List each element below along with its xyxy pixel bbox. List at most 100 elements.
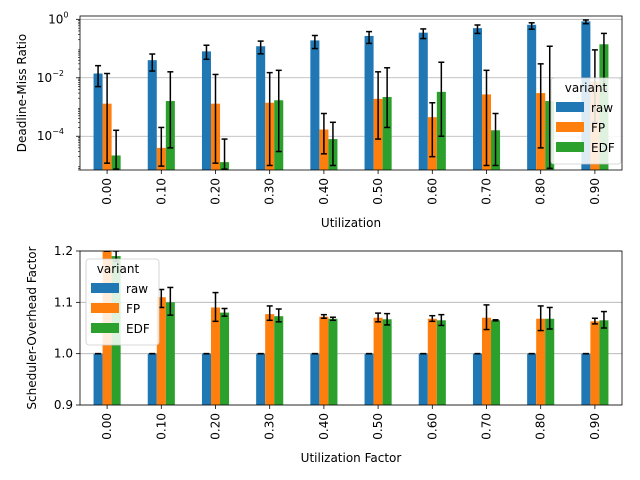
bar-edf-0.70 bbox=[491, 320, 501, 405]
x-tick-label: 0.20 bbox=[209, 178, 223, 205]
error-bar-edf-0.80 bbox=[546, 306, 553, 330]
x-tick-label: 0.30 bbox=[263, 178, 277, 205]
error-bar-raw-0.60 bbox=[420, 28, 427, 40]
error-bar-raw-0.30 bbox=[257, 40, 264, 55]
bar-edf-0.50 bbox=[382, 97, 392, 170]
error-bar-fp-0.30 bbox=[266, 71, 273, 167]
x-tick-label: 0.90 bbox=[588, 413, 602, 440]
x-tick-label: 0.20 bbox=[209, 413, 223, 440]
legend-label-raw: raw bbox=[591, 101, 613, 115]
legend-swatch-raw bbox=[91, 283, 119, 293]
error-bar-fp-0.50 bbox=[375, 312, 382, 323]
y-tick-label: 10−2 bbox=[37, 69, 64, 85]
error-bar-fp-0.10 bbox=[158, 126, 165, 167]
deadline-miss-ratio-chart: Deadline-Miss Ratio Utilization 10−4 10−2… bbox=[15, 10, 623, 230]
x-tick-label: 0.70 bbox=[480, 178, 494, 205]
legend-label-edf: EDF bbox=[591, 141, 615, 155]
x-tick-label: 0.50 bbox=[371, 178, 385, 205]
error-bar-fp-0.80 bbox=[537, 63, 544, 149]
error-bar-raw-0.20 bbox=[203, 44, 210, 61]
x-tick-label: 0.10 bbox=[154, 413, 168, 440]
x-tick-label: 0.60 bbox=[425, 413, 439, 440]
bar-fp-0.60 bbox=[427, 318, 437, 405]
bar-raw-0.40 bbox=[310, 40, 320, 170]
bar-edf-0.30 bbox=[274, 316, 284, 405]
x-tick-label: 0.80 bbox=[534, 178, 548, 205]
bar-fp-0.20 bbox=[210, 307, 221, 405]
legend-label-raw: raw bbox=[126, 282, 148, 296]
y-tick-label: 1.0 bbox=[54, 347, 73, 361]
error-bar-fp-0.90 bbox=[591, 317, 598, 325]
bar-raw-0.70 bbox=[472, 353, 482, 405]
error-bar-edf-0.70 bbox=[492, 319, 499, 322]
bar-raw-0.30 bbox=[256, 46, 266, 170]
error-bar-edf-0.60 bbox=[438, 61, 445, 137]
bar-raw-0.80 bbox=[527, 353, 537, 405]
error-bar-raw-0.70 bbox=[474, 24, 481, 35]
legend-label-fp: FP bbox=[591, 121, 605, 135]
bar-raw-0.50 bbox=[364, 35, 374, 170]
bar-fp-0.10 bbox=[156, 297, 166, 405]
error-bar-raw-0.90 bbox=[582, 19, 589, 25]
y-tick-label: 100 bbox=[48, 10, 68, 26]
bar-raw-0.50 bbox=[364, 353, 374, 405]
x-tick-label: 0.40 bbox=[317, 413, 331, 440]
error-bar-raw-0.00 bbox=[95, 64, 102, 88]
bar-raw-0.70 bbox=[472, 28, 482, 170]
x-axis-title: Utilization Factor bbox=[301, 451, 402, 465]
bar-raw-0.60 bbox=[418, 32, 428, 170]
bar-fp-0.50 bbox=[373, 317, 383, 405]
bar-edf-0.60 bbox=[436, 320, 446, 405]
bar-edf-0.40 bbox=[328, 318, 338, 405]
error-bar-edf-0.60 bbox=[438, 313, 445, 327]
legend-title: variant bbox=[565, 81, 608, 95]
plot-area bbox=[93, 19, 609, 170]
bar-raw-0.40 bbox=[310, 353, 320, 405]
error-bar-edf-0.80 bbox=[546, 45, 553, 170]
error-bar-edf-0.30 bbox=[275, 69, 282, 153]
bar-fp-0.30 bbox=[265, 314, 275, 405]
error-bar-fp-0.40 bbox=[320, 313, 327, 319]
x-tick-label: 0.00 bbox=[100, 413, 114, 440]
error-bar-fp-0.20 bbox=[212, 291, 219, 323]
bar-raw-0.80 bbox=[527, 24, 537, 170]
y-axis-title: Deadline-Miss Ratio bbox=[15, 34, 29, 152]
bar-fp-0.80 bbox=[536, 318, 546, 405]
bar-raw-0.10 bbox=[147, 60, 157, 170]
error-bar-raw-0.10 bbox=[149, 53, 156, 72]
legend-title: variant bbox=[97, 262, 140, 276]
y-tick-label: 0.9 bbox=[54, 398, 73, 412]
x-tick-label: 0.10 bbox=[154, 178, 168, 205]
error-bar-fp-0.70 bbox=[483, 304, 490, 331]
bar-raw-0.60 bbox=[418, 353, 428, 405]
error-bar-edf-0.90 bbox=[600, 310, 607, 329]
error-bar-fp-0.60 bbox=[429, 101, 436, 158]
legend-swatch-edf bbox=[91, 323, 119, 333]
error-bar-edf-0.30 bbox=[275, 308, 282, 323]
bar-fp-0.90 bbox=[590, 321, 600, 405]
bar-fp-0.70 bbox=[481, 317, 492, 405]
bar-raw-0.10 bbox=[147, 353, 157, 405]
bar-raw-0.90 bbox=[581, 353, 591, 405]
x-tick-label: 0.70 bbox=[480, 413, 494, 440]
plot-area bbox=[93, 251, 609, 405]
error-bar-fp-0.80 bbox=[537, 305, 544, 332]
error-bar-raw-0.40 bbox=[311, 34, 318, 50]
bar-raw-0.20 bbox=[201, 353, 211, 405]
axes-frame bbox=[79, 250, 623, 406]
legend-label-edf: EDF bbox=[126, 322, 150, 336]
error-bar-edf-0.50 bbox=[384, 67, 391, 129]
error-bar-edf-0.20 bbox=[221, 307, 228, 317]
scheduler-overhead-chart: Scheduler-Overhead Factor Utilization Fa… bbox=[25, 244, 623, 465]
legend-swatch-fp bbox=[91, 303, 119, 313]
error-bar-fp-0.00 bbox=[104, 72, 111, 164]
x-axis-title: Utilization bbox=[321, 216, 381, 230]
bar-edf-0.10 bbox=[165, 302, 175, 405]
bar-raw-0.30 bbox=[256, 353, 266, 405]
bar-edf-0.20 bbox=[220, 312, 230, 405]
x-tick-label: 0.30 bbox=[263, 413, 277, 440]
legend-swatch-fp bbox=[556, 122, 584, 132]
bar-edf-0.50 bbox=[382, 319, 392, 405]
y-axis-title: Scheduler-Overhead Factor bbox=[25, 246, 39, 409]
